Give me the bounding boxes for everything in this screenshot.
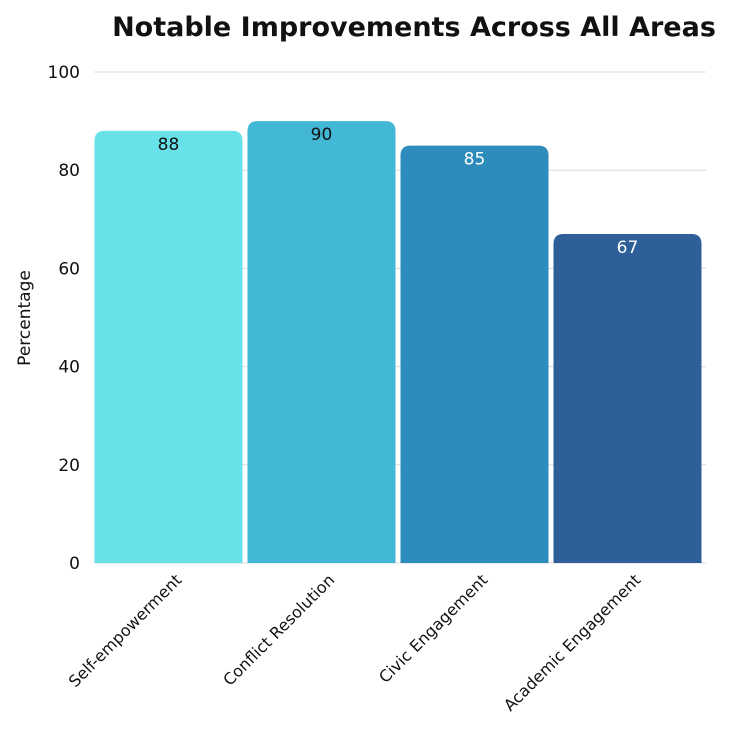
data-label: 88 — [158, 135, 180, 155]
y-tick-label: 60 — [58, 259, 80, 279]
y-tick-label: 0 — [69, 554, 80, 574]
y-axis-label: Percentage — [15, 270, 35, 366]
x-tick-label: Academic Engagement — [500, 570, 644, 714]
bar-conflict-resolution — [247, 121, 396, 563]
y-tick-label: 40 — [58, 358, 80, 378]
bar-civic-engagement — [400, 145, 549, 563]
bar-academic-engagement — [553, 234, 702, 563]
y-tick-label: 80 — [58, 161, 80, 181]
x-tick-label: Self-empowerment — [65, 570, 186, 691]
data-labels: 88 90 85 67 — [158, 125, 639, 258]
bar-self-empowerment — [94, 130, 243, 564]
y-tick-label: 20 — [58, 456, 80, 476]
chart-title: Notable Improvements Across All Areas — [112, 12, 716, 43]
y-tick-label: 100 — [48, 63, 80, 83]
x-tick-label: Conflict Resolution — [219, 570, 338, 689]
x-tick-label: Civic Engagement — [375, 570, 491, 686]
data-label: 90 — [311, 125, 333, 145]
x-axis-ticks: Self-empowerment Conflict Resolution Civic… — [65, 570, 645, 714]
y-axis-ticks: 0 20 40 60 80 100 — [48, 63, 80, 574]
bars — [94, 121, 702, 564]
data-label: 85 — [464, 150, 486, 170]
data-label: 67 — [617, 238, 639, 258]
